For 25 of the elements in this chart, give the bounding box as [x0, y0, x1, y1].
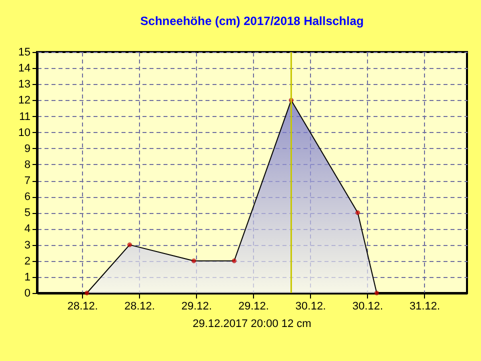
ref-line-label: 29.12.2017 20:00 12 cm — [192, 318, 312, 330]
y-tick-label: 2 — [24, 255, 30, 268]
y-tick-label: 1 — [24, 271, 30, 284]
x-tick-label: 30.12. — [295, 300, 326, 312]
y-tick-label: 7 — [24, 175, 30, 188]
x-tick-label: 31.12. — [409, 300, 440, 312]
x-tick-label: 29.12. — [181, 300, 212, 312]
y-tick-label: 8 — [24, 158, 30, 171]
x-tick-label: 30.12. — [352, 300, 384, 312]
y-tick-label: 12 — [18, 94, 30, 107]
y-tick-label: 0 — [24, 288, 30, 300]
x-tick-label: 29.12. — [238, 300, 269, 312]
y-tick-label: 14 — [18, 62, 30, 75]
x-tick-label: 28.12. — [124, 300, 155, 312]
y-tick-label: 4 — [24, 223, 30, 236]
y-tick-label: 15 — [18, 46, 30, 58]
chart-title: Schneehöhe (cm) 2017/2018 Hallschlag — [140, 14, 364, 28]
y-tick-label: 10 — [18, 126, 30, 139]
x-tick-label: 28.12. — [67, 300, 98, 312]
y-tick-label: 11 — [19, 110, 30, 123]
y-tick-label: 9 — [24, 142, 30, 155]
y-tick-label: 13 — [18, 78, 30, 91]
y-tick-label: 5 — [24, 207, 30, 220]
y-tick-label: 6 — [24, 191, 30, 204]
y-tick-label: 3 — [24, 239, 30, 252]
